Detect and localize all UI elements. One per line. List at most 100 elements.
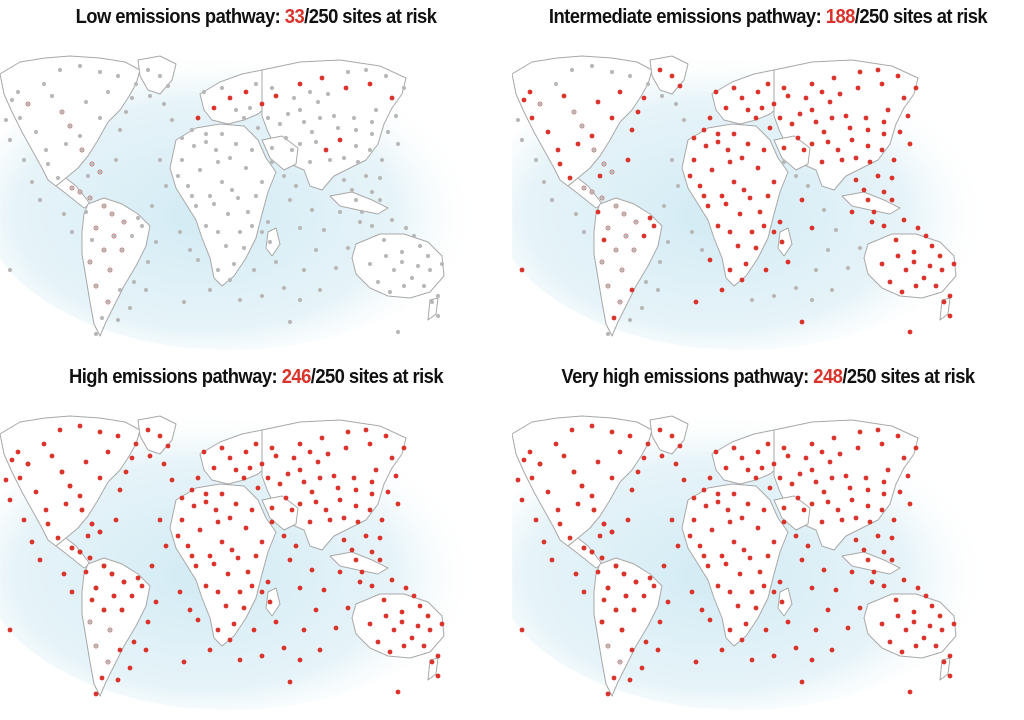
site-marker-at-risk bbox=[333, 625, 339, 631]
site-marker-at-risk bbox=[891, 517, 897, 523]
site-marker-at-risk bbox=[417, 603, 423, 609]
site-marker-at-risk bbox=[117, 487, 123, 493]
site-marker-not-at-risk bbox=[97, 169, 103, 175]
site-marker-not-at-risk bbox=[227, 155, 233, 161]
site-marker-not-at-risk bbox=[389, 217, 395, 223]
site-marker-not-at-risk bbox=[143, 287, 149, 293]
site-marker-not-at-risk bbox=[655, 287, 661, 293]
site-marker-at-risk bbox=[83, 459, 89, 465]
site-marker-at-risk bbox=[879, 81, 885, 87]
site-marker-not-at-risk bbox=[101, 247, 107, 253]
site-marker-at-risk bbox=[781, 505, 787, 511]
site-marker-at-risk bbox=[369, 491, 375, 497]
site-marker-at-risk bbox=[819, 89, 825, 95]
site-marker-not-at-risk bbox=[265, 219, 271, 225]
site-marker-not-at-risk bbox=[215, 267, 221, 273]
site-marker-at-risk bbox=[395, 689, 401, 695]
site-marker-at-risk bbox=[693, 659, 699, 665]
site-marker-not-at-risk bbox=[207, 287, 213, 293]
site-marker-at-risk bbox=[747, 195, 753, 201]
site-marker-at-risk bbox=[301, 479, 307, 485]
site-marker-not-at-risk bbox=[435, 313, 441, 319]
site-marker-not-at-risk bbox=[17, 115, 23, 121]
site-marker-at-risk bbox=[809, 225, 815, 231]
site-marker-at-risk bbox=[895, 613, 901, 619]
site-marker-at-risk bbox=[879, 441, 885, 447]
site-marker-at-risk bbox=[259, 101, 265, 107]
site-marker-at-risk bbox=[293, 543, 299, 549]
site-marker-at-risk bbox=[115, 433, 121, 439]
site-marker-at-risk bbox=[829, 115, 835, 121]
site-marker-at-risk bbox=[429, 659, 435, 665]
site-marker-at-risk bbox=[399, 619, 405, 625]
landmass-africa bbox=[169, 123, 277, 287]
site-marker-at-risk bbox=[825, 607, 831, 613]
site-marker-at-risk bbox=[725, 147, 731, 153]
site-marker-at-risk bbox=[609, 115, 615, 121]
site-marker-at-risk bbox=[337, 137, 343, 143]
site-marker-at-risk bbox=[707, 115, 713, 121]
site-marker-at-risk bbox=[697, 183, 703, 189]
site-marker-at-risk bbox=[801, 147, 807, 153]
site-marker-at-risk bbox=[307, 449, 313, 455]
site-marker-at-risk bbox=[185, 543, 191, 549]
site-marker-at-risk bbox=[757, 569, 763, 575]
site-marker-at-risk bbox=[809, 81, 815, 87]
site-marker-at-risk bbox=[241, 605, 247, 611]
site-marker-at-risk bbox=[923, 233, 929, 239]
site-marker-not-at-risk bbox=[669, 157, 675, 163]
site-marker-not-at-risk bbox=[287, 197, 293, 203]
site-marker-not-at-risk bbox=[129, 233, 135, 239]
world-map bbox=[512, 410, 992, 710]
site-marker-at-risk bbox=[187, 607, 193, 613]
landmass-south-america bbox=[81, 197, 151, 337]
landmass-indonesia bbox=[329, 551, 389, 575]
site-marker-at-risk bbox=[893, 597, 899, 603]
site-marker-not-at-risk bbox=[283, 135, 289, 141]
site-marker-not-at-risk bbox=[281, 285, 287, 291]
site-marker-at-risk bbox=[809, 141, 815, 147]
site-marker-at-risk bbox=[819, 449, 825, 455]
site-marker-at-risk bbox=[889, 557, 895, 563]
site-marker-not-at-risk bbox=[89, 161, 95, 167]
site-marker-at-risk bbox=[323, 147, 329, 153]
site-marker-at-risk bbox=[739, 637, 745, 643]
site-marker-at-risk bbox=[77, 549, 83, 555]
site-marker-at-risk bbox=[799, 679, 805, 685]
panel-title: Low emissions pathway: 33/250 sites at r… bbox=[20, 6, 491, 29]
site-marker-at-risk bbox=[259, 461, 265, 467]
site-marker-at-risk bbox=[277, 481, 283, 487]
site-marker-at-risk bbox=[739, 277, 745, 283]
site-marker-at-risk bbox=[265, 475, 271, 481]
site-marker-at-risk bbox=[761, 223, 767, 229]
site-marker-at-risk bbox=[875, 173, 881, 179]
site-marker-at-risk bbox=[749, 229, 755, 235]
site-marker-not-at-risk bbox=[45, 161, 51, 167]
site-marker-at-risk bbox=[77, 493, 83, 499]
site-marker-not-at-risk bbox=[549, 197, 555, 203]
site-marker-at-risk bbox=[913, 445, 919, 451]
site-marker-not-at-risk bbox=[313, 139, 319, 145]
site-marker-at-risk bbox=[625, 157, 631, 163]
site-marker-at-risk bbox=[101, 563, 107, 569]
site-marker-at-risk bbox=[621, 571, 627, 577]
site-marker-at-risk bbox=[349, 547, 355, 553]
site-marker-not-at-risk bbox=[233, 141, 239, 147]
site-marker-not-at-risk bbox=[93, 643, 99, 649]
site-marker-at-risk bbox=[731, 179, 737, 185]
site-marker-at-risk bbox=[25, 461, 31, 467]
site-marker-at-risk bbox=[757, 209, 763, 215]
landmass-australia bbox=[863, 233, 957, 299]
site-marker-at-risk bbox=[521, 97, 527, 103]
site-marker-not-at-risk bbox=[417, 243, 423, 249]
site-marker-not-at-risk bbox=[395, 141, 401, 147]
title-suffix: /250 sites at risk bbox=[842, 366, 975, 388]
site-marker-not-at-risk bbox=[123, 109, 129, 115]
site-marker-at-risk bbox=[905, 113, 911, 119]
site-marker-at-risk bbox=[601, 237, 607, 243]
landmass-south-america bbox=[593, 557, 663, 697]
site-marker-not-at-risk bbox=[83, 99, 89, 105]
site-marker-at-risk bbox=[611, 675, 617, 681]
site-marker-at-risk bbox=[827, 99, 833, 105]
site-marker-not-at-risk bbox=[259, 179, 265, 185]
